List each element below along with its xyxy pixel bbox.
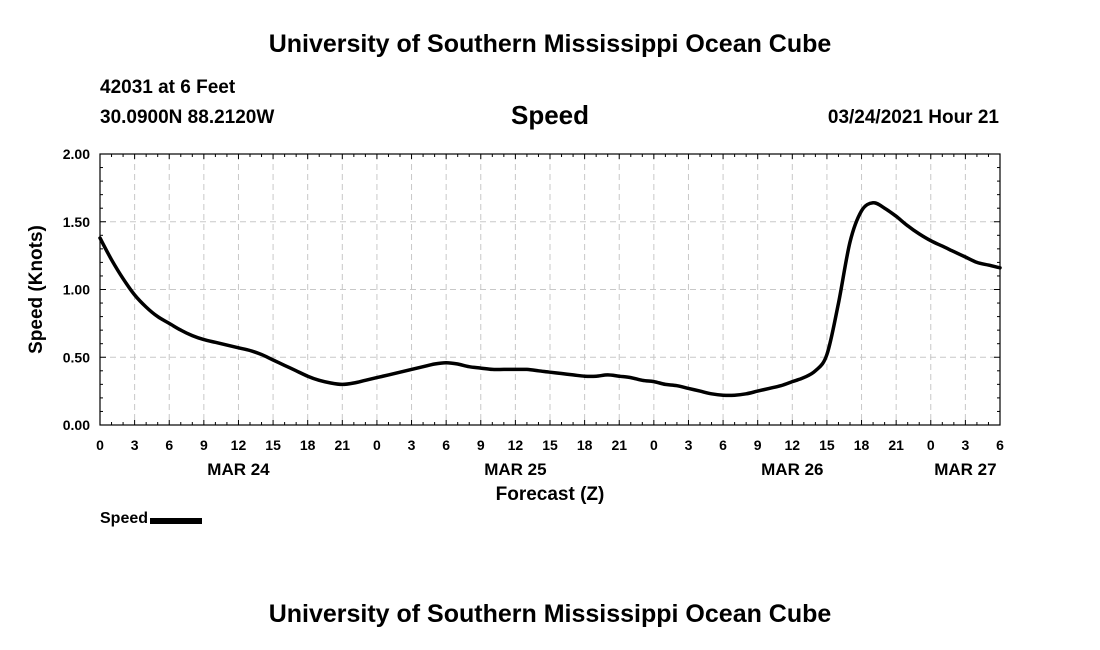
x-tick-label: 9	[200, 437, 208, 453]
date-label: MAR 27	[934, 460, 996, 479]
x-tick-label: 15	[819, 437, 835, 453]
x-tick-label: 21	[335, 437, 351, 453]
x-tick-label: 15	[265, 437, 281, 453]
speed-series-line	[98, 201, 1002, 398]
y-tick-label: 0.50	[63, 349, 90, 365]
x-tick-label: 6	[719, 437, 727, 453]
legend: Speed	[100, 510, 203, 528]
x-tick-label: 18	[577, 437, 593, 453]
legend-label: Speed	[100, 510, 149, 527]
x-tick-label: 0	[927, 437, 935, 453]
y-tick-label: 2.00	[63, 146, 90, 162]
x-tick-label: 0	[96, 437, 104, 453]
date-label: MAR 26	[761, 460, 823, 479]
x-tick-label: 3	[408, 437, 416, 453]
x-tick-label: 9	[477, 437, 485, 453]
x-tick-labels: 0 3 6 9 12 15 18 21 0 3 6 9 12 15 18 21 0 3 6 9 12 15 18 21 0 3 6	[96, 437, 1004, 453]
x-tick-label: 15	[542, 437, 558, 453]
chart-title: Speed	[510, 100, 590, 130]
date-label: MAR 24	[207, 460, 270, 479]
x-tick-label: 9	[754, 437, 762, 453]
footer-title: University of Southern Mississippi Ocean…	[268, 600, 832, 628]
y-tick-label: 1.50	[63, 214, 90, 230]
x-tick-label: 18	[854, 437, 870, 453]
x-tick-label: 6	[165, 437, 173, 453]
x-tick-label: 0	[650, 437, 658, 453]
x-tick-label: 3	[131, 437, 139, 453]
x-tick-label: 6	[442, 437, 450, 453]
y-tick-label: 0.00	[63, 417, 90, 433]
x-tick-label: 21	[888, 437, 904, 453]
x-tick-label: 12	[231, 437, 247, 453]
y-tick-labels: 0.00 0.50 1.00 1.50 2.00	[63, 146, 90, 433]
grid-lines	[100, 154, 1000, 425]
x-tick-label: 6	[996, 437, 1004, 453]
x-tick-label: 3	[685, 437, 693, 453]
x-tick-label: 12	[508, 437, 524, 453]
x-tick-label: 21	[611, 437, 627, 453]
datetime-label: 03/24/2021 Hour 21	[827, 107, 999, 128]
x-tick-label: 12	[785, 437, 801, 453]
tick-marks	[99, 153, 1001, 426]
y-axis-label: Speed (Knots)	[26, 225, 47, 354]
y-tick-label: 1.00	[63, 282, 90, 298]
date-label: MAR 25	[484, 460, 546, 479]
main-title: University of Southern Mississippi Ocean…	[268, 30, 832, 58]
x-tick-label: 18	[300, 437, 316, 453]
date-labels: MAR 24 MAR 25 MAR 26 MAR 27	[207, 460, 996, 479]
x-axis-label: Forecast (Z)	[496, 484, 605, 505]
x-tick-label: 0	[373, 437, 381, 453]
x-tick-label: 3	[961, 437, 969, 453]
legend-line-swatch	[150, 517, 203, 524]
station-label: 42031 at 6 Feet	[100, 77, 236, 98]
coordinates-label: 30.0900N 88.2120W	[100, 107, 275, 128]
